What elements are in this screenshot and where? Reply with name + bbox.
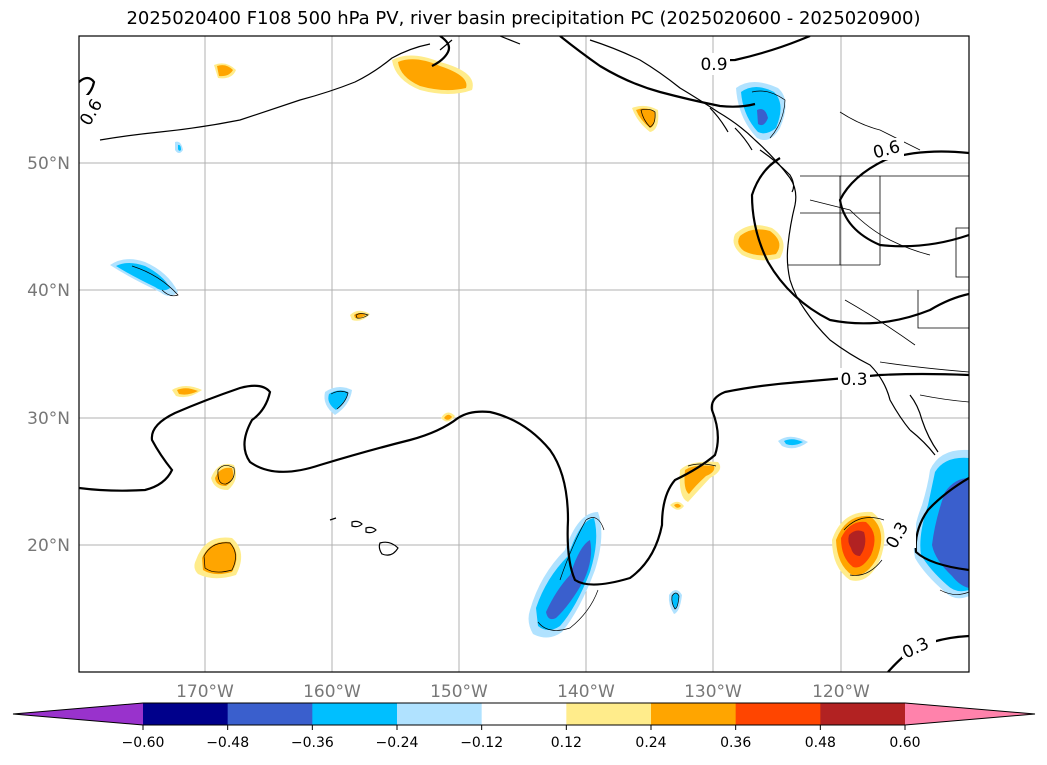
lon-label: 130°W (684, 682, 742, 702)
colorbar-tick-label: −0.24 (376, 735, 419, 751)
colorbar-cell (481, 703, 567, 725)
colorbar-cell (312, 703, 398, 725)
colorbar-tick-label: −0.12 (460, 735, 503, 751)
colorbar-cell (651, 703, 737, 725)
map-panel: 0.6 0.9 0.6 0.3 0.3 0.3 (79, 36, 969, 672)
longitude-labels: 170°W 160°W 150°W 140°W 130°W 120°W (176, 682, 870, 702)
colorbar-tick-label: 0.12 (551, 735, 582, 751)
colorbar-extend-min (13, 703, 143, 725)
colorbar-cell (227, 703, 313, 725)
colorbar-cell (735, 703, 821, 725)
map-title: 2025020400 F108 500 hPa PV, river basin … (126, 8, 921, 29)
lon-label: 140°W (557, 682, 615, 702)
lat-label: 30°N (27, 409, 70, 429)
colorbar-tick-label: 0.48 (805, 735, 836, 751)
colorbar: −0.60 −0.48 −0.36 −0.24 −0.12 0.12 0.24 0.36 0.4… (12, 702, 1036, 751)
colorbar-cell (143, 703, 229, 725)
colorbar-tick-label: −0.60 (122, 735, 165, 751)
lon-label: 120°W (812, 682, 870, 702)
lat-label: 40°N (27, 281, 70, 301)
colorbar-tick-label: −0.48 (206, 735, 249, 751)
political-borders (788, 111, 969, 403)
coastlines (99, 36, 939, 556)
colorbar-cell (820, 703, 906, 725)
lat-label: 20°N (27, 536, 70, 556)
lon-label: 160°W (303, 682, 361, 702)
colorbar-tick-label: 0.36 (720, 735, 751, 751)
lat-label: 50°N (27, 154, 70, 174)
pc-core-outlines (131, 90, 969, 631)
colorbar-cell (566, 703, 652, 725)
colorbar-extend-max (905, 703, 1035, 725)
lon-label: 150°W (430, 682, 488, 702)
contour-label: 0.9 (700, 55, 727, 75)
latitude-labels: 50°N 40°N 30°N 20°N (27, 154, 70, 556)
colorbar-tick-label: 0.24 (635, 735, 666, 751)
colorbar-tick-label: −0.36 (291, 735, 334, 751)
contour-label: 0.3 (840, 370, 867, 390)
map-frame (78, 35, 970, 673)
colorbar-tick-label: 0.60 (889, 735, 920, 751)
lon-label: 170°W (176, 682, 234, 702)
colorbar-cell (397, 703, 483, 725)
